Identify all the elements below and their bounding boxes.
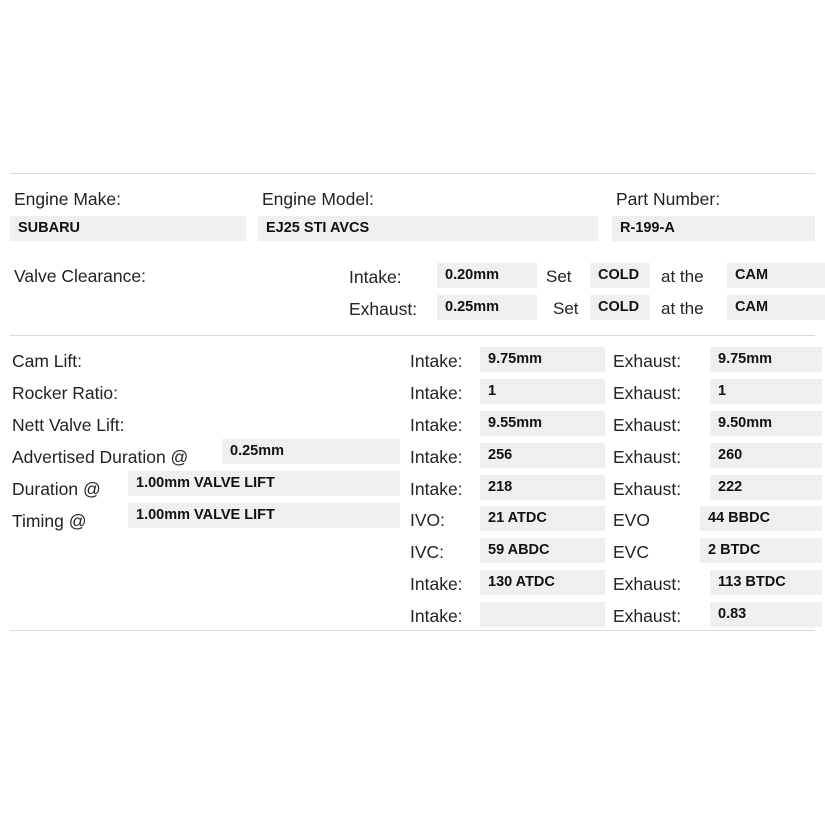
spec-row-inline-value[interactable]: 1.00mm VALVE LIFT (128, 471, 400, 496)
part-number-label: Part Number: (616, 189, 721, 209)
spec-row-exhaust-value[interactable]: 260 (710, 443, 822, 468)
divider-bottom (10, 630, 815, 631)
spec-row-intake-label: Intake: (410, 351, 463, 371)
spec-row-intake-value[interactable]: 9.55mm (480, 411, 605, 436)
spec-row-label: Duration @ (12, 479, 101, 499)
spec-row-intake-value[interactable]: 1 (480, 379, 605, 404)
part-number-value[interactable]: R-199-A (612, 216, 815, 241)
spec-row-exhaust-label: Exhaust: (613, 351, 682, 371)
valve-clearance-intake-temperature[interactable]: COLD (590, 263, 650, 288)
valve-clearance-exhaust-at-the-word: at the (661, 299, 704, 318)
valve-clearance-exhaust-location[interactable]: CAM (727, 295, 825, 320)
engine-make-value[interactable]: SUBARU (10, 216, 246, 241)
spec-row-intake-value[interactable]: 9.75mm (480, 347, 605, 372)
spec-row-intake-label: Intake: (410, 447, 463, 467)
valve-clearance-exhaust-label: Exhaust: (349, 299, 418, 319)
engine-make-label: Engine Make: (14, 189, 122, 209)
spec-row-intake-value[interactable] (480, 602, 605, 627)
divider-top (10, 173, 815, 174)
engine-model-label: Engine Model: (262, 189, 374, 209)
spec-row-evo-label: EVO (613, 510, 650, 530)
spec-row-label: Nett Valve Lift: (12, 415, 125, 435)
spec-row-ivc-label: IVC: (410, 542, 445, 562)
spec-row-ivc-value[interactable]: 59 ABDC (480, 538, 605, 563)
spec-row-ivo-value[interactable]: 21 ATDC (480, 506, 605, 531)
spec-row-inline-value[interactable]: 1.00mm VALVE LIFT (128, 503, 400, 528)
spec-row-intake-label: Intake: (410, 574, 463, 594)
valve-clearance-intake-at-the-word: at the (661, 267, 704, 286)
divider-middle (10, 335, 815, 336)
spec-row-inline-value[interactable]: 0.25mm (222, 439, 400, 464)
spec-row-evc-value[interactable]: 2 BTDC (700, 538, 822, 563)
spec-row-label: Advertised Duration @ (12, 447, 189, 467)
spec-row-exhaust-label: Exhaust: (613, 415, 682, 435)
valve-clearance-intake-set-word: Set (546, 267, 572, 286)
spec-row-intake-label: Intake: (410, 479, 463, 499)
spec-row-label: Rocker Ratio: (12, 383, 119, 403)
spec-row-intake-value[interactable]: 218 (480, 475, 605, 500)
spec-row-intake-label: Intake: (410, 383, 463, 403)
valve-clearance-exhaust-temperature[interactable]: COLD (590, 295, 650, 320)
spec-row-evo-value[interactable]: 44 BBDC (700, 506, 822, 531)
spec-row-exhaust-value[interactable]: 9.75mm (710, 347, 822, 372)
valve-clearance-title: Valve Clearance: (14, 266, 146, 286)
spec-row-exhaust-value[interactable]: 0.83 (710, 602, 822, 627)
spec-row-intake-value[interactable]: 256 (480, 443, 605, 468)
spec-row-exhaust-value[interactable]: 113 BTDC (710, 570, 822, 595)
engine-model-value[interactable]: EJ25 STI AVCS (258, 216, 598, 241)
valve-clearance-exhaust-set-word: Set (553, 299, 579, 318)
spec-row-intake-label: Intake: (410, 415, 463, 435)
spec-row-label: Timing @ (12, 511, 87, 531)
spec-row-exhaust-label: Exhaust: (613, 606, 682, 626)
spec-row-intake-label: Intake: (410, 606, 463, 626)
valve-clearance-intake-location[interactable]: CAM (727, 263, 825, 288)
spec-row-label: Cam Lift: (12, 351, 83, 371)
spec-row-exhaust-label: Exhaust: (613, 383, 682, 403)
spec-row-exhaust-value[interactable]: 222 (710, 475, 822, 500)
spec-row-ivo-label: IVO: (410, 510, 446, 530)
spec-row-exhaust-label: Exhaust: (613, 574, 682, 594)
spec-row-exhaust-value[interactable]: 1 (710, 379, 822, 404)
spec-row-exhaust-label: Exhaust: (613, 447, 682, 467)
spec-row-exhaust-value[interactable]: 9.50mm (710, 411, 822, 436)
valve-clearance-intake-value[interactable]: 0.20mm (437, 263, 537, 288)
spec-row-exhaust-label: Exhaust: (613, 479, 682, 499)
spec-row-intake-value[interactable]: 130 ATDC (480, 570, 605, 595)
spec-row-evc-label: EVC (613, 542, 649, 562)
valve-clearance-intake-label: Intake: (349, 267, 402, 287)
valve-clearance-exhaust-value[interactable]: 0.25mm (437, 295, 537, 320)
